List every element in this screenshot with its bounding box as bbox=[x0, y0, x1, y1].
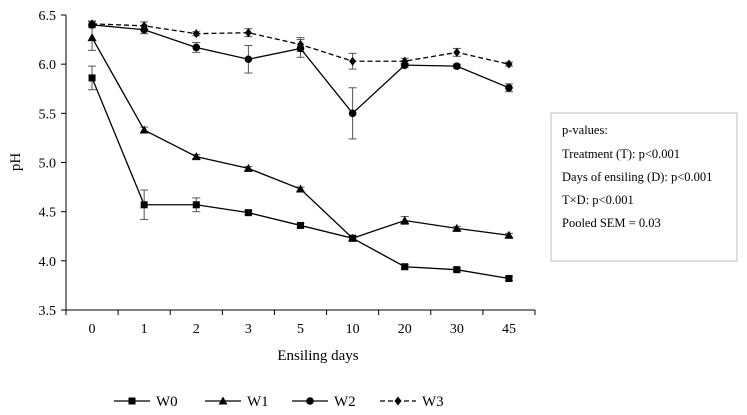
p-values-box: p-values: Treatment (T): p<0.001 Days of… bbox=[550, 112, 738, 262]
marker-w0 bbox=[140, 201, 148, 209]
legend-label-w0: W0 bbox=[156, 394, 178, 410]
y-tick-label: 6.5 bbox=[39, 9, 57, 24]
marker-w2 bbox=[192, 43, 201, 52]
marker-w0 bbox=[401, 263, 409, 271]
x-tick-label: 3 bbox=[245, 322, 252, 337]
y-tick-label: 4.5 bbox=[39, 206, 57, 221]
y-tick-label: 4.0 bbox=[39, 255, 57, 270]
legend-label-w3: W3 bbox=[422, 394, 444, 410]
marker-w0 bbox=[453, 266, 461, 274]
marker-w3 bbox=[297, 40, 304, 49]
y-tick-labels: 3.5 4.0 4.5 5.0 5.5 6.0 6.5 bbox=[39, 9, 66, 319]
p-values-box-border bbox=[550, 112, 738, 262]
legend-marker-w3 bbox=[394, 396, 402, 406]
x-tick-label: 10 bbox=[346, 322, 360, 337]
series-line-w1 bbox=[91, 37, 510, 239]
x-tick-labels: 0 1 2 3 5 10 20 30 45 bbox=[65, 310, 536, 337]
x-tick-label: 45 bbox=[502, 322, 516, 337]
marker-w0 bbox=[192, 201, 200, 209]
chart-axes bbox=[65, 15, 535, 311]
legend-marker-w1 bbox=[218, 396, 228, 405]
error-bars bbox=[88, 20, 513, 281]
marker-w2 bbox=[244, 55, 253, 64]
p-values-heading: p-values: bbox=[562, 123, 608, 137]
marker-w0 bbox=[297, 221, 304, 229]
y-tick-label: 5.5 bbox=[39, 107, 57, 122]
pooled-sem: Pooled SEM = 0.03 bbox=[562, 216, 661, 230]
marker-w0 bbox=[244, 209, 252, 217]
marker-w3 bbox=[192, 29, 200, 39]
p-value-days: Days of ensiling (D): p<0.001 bbox=[562, 170, 712, 184]
marker-w1 bbox=[191, 152, 201, 161]
marker-w1 bbox=[296, 184, 305, 193]
marker-w1 bbox=[139, 125, 149, 134]
marker-w3 bbox=[140, 21, 148, 31]
marker-w3 bbox=[349, 56, 357, 66]
series-lines bbox=[91, 23, 510, 280]
marker-w3 bbox=[88, 19, 96, 29]
x-tick-label: 5 bbox=[297, 322, 304, 337]
marker-w1 bbox=[348, 233, 358, 242]
legend-label-w1: W1 bbox=[247, 394, 269, 410]
marker-w0 bbox=[505, 275, 513, 283]
marker-w1 bbox=[400, 216, 410, 225]
marker-w3 bbox=[244, 28, 252, 38]
p-value-treatment: Treatment (T): p<0.001 bbox=[562, 147, 680, 161]
marker-w1 bbox=[243, 163, 253, 172]
x-tick-label: 1 bbox=[141, 322, 148, 337]
marker-w2 bbox=[453, 62, 461, 70]
marker-w3 bbox=[453, 47, 461, 57]
p-value-interaction: T×D: p<0.001 bbox=[562, 193, 634, 207]
y-axis-title: pH bbox=[8, 153, 24, 172]
marker-w1 bbox=[452, 223, 462, 232]
marker-w2 bbox=[348, 109, 357, 118]
marker-w1 bbox=[504, 230, 514, 239]
x-tick-label: 20 bbox=[398, 322, 412, 337]
marker-w2 bbox=[505, 83, 513, 92]
y-tick-label: 3.5 bbox=[39, 304, 57, 319]
x-axis-title: Ensiling days bbox=[277, 348, 358, 364]
y-tick-label: 5.0 bbox=[39, 157, 57, 172]
x-tick-label: 0 bbox=[89, 322, 96, 337]
marker-w0 bbox=[88, 74, 96, 82]
marker-w1 bbox=[87, 33, 97, 42]
legend-marker-w0 bbox=[128, 397, 136, 405]
legend-label-w2: W2 bbox=[334, 394, 356, 410]
x-tick-label: 30 bbox=[450, 322, 464, 337]
x-tick-label: 2 bbox=[193, 322, 200, 337]
y-tick-label: 6.0 bbox=[39, 58, 57, 73]
legend: W0 W1 W2 W3 bbox=[114, 394, 444, 410]
marker-w3 bbox=[401, 56, 409, 66]
marker-w3 bbox=[505, 59, 513, 69]
series-line-w0 bbox=[91, 77, 510, 280]
series-markers bbox=[87, 19, 514, 283]
legend-marker-w2 bbox=[306, 397, 314, 405]
